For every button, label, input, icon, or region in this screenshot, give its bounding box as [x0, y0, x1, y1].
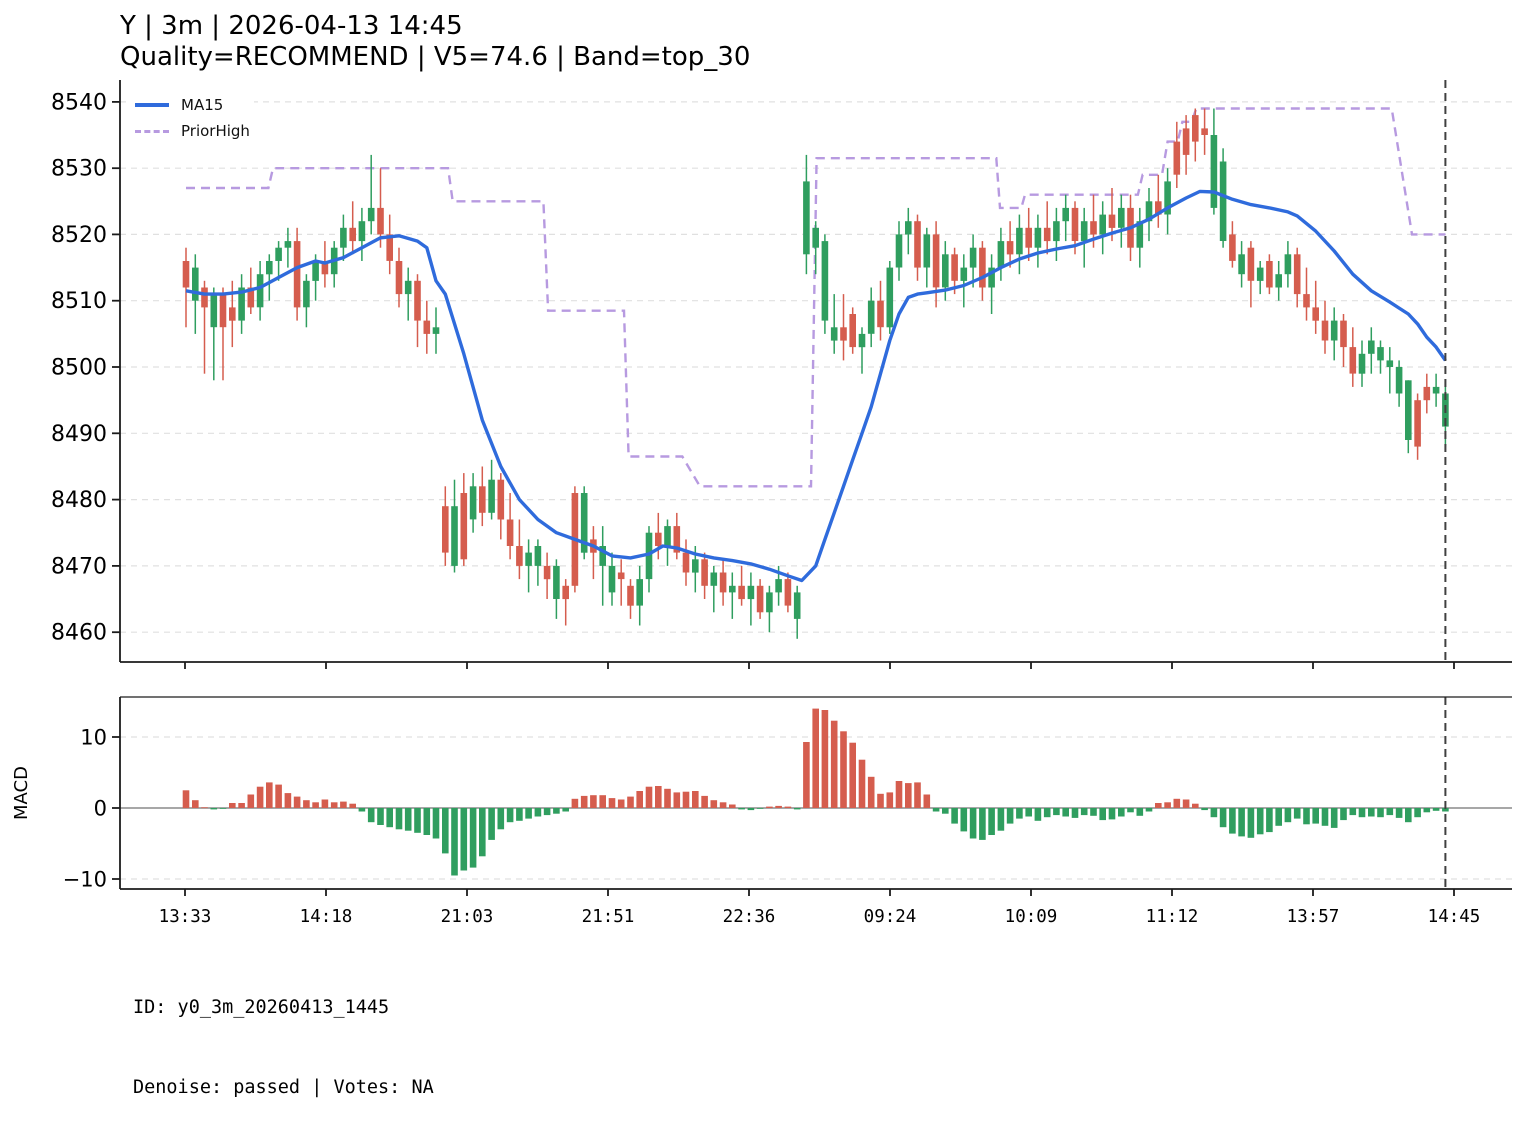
macd-bars — [182, 708, 1449, 876]
legend: MA15 PriorHigh — [131, 90, 254, 146]
svg-text:22:36: 22:36 — [723, 907, 776, 927]
footer-info-block: ID: y0_3m_20260413_1445 Denoise: passed … — [133, 941, 701, 1143]
svg-text:13:57: 13:57 — [1287, 907, 1340, 927]
svg-text:21:51: 21:51 — [582, 907, 635, 927]
svg-text:14:45: 14:45 — [1428, 907, 1481, 927]
svg-text:8490: 8490 — [51, 422, 107, 447]
svg-text:8470: 8470 — [51, 554, 107, 579]
svg-text:21:03: 21:03 — [441, 907, 494, 927]
svg-text:09:24: 09:24 — [864, 907, 917, 927]
priorhigh-line-swatch-icon — [135, 129, 169, 133]
svg-text:8460: 8460 — [51, 621, 107, 646]
legend-label-priorhigh: PriorHigh — [181, 122, 250, 140]
svg-text:0: 0 — [94, 797, 107, 821]
svg-text:13:33: 13:33 — [159, 907, 212, 927]
svg-text:−10: −10 — [63, 868, 107, 892]
macd-axis-label: MACD — [11, 766, 32, 820]
chart-title-block: Y | 3m | 2026-04-13 14:45 Quality=RECOMM… — [120, 11, 750, 73]
svg-text:11:12: 11:12 — [1146, 907, 1199, 927]
legend-item-ma15: MA15 — [135, 92, 250, 118]
footer-line-id: ID: y0_3m_20260413_1445 — [133, 996, 390, 1018]
chart-title: Y | 3m | 2026-04-13 14:45 — [120, 11, 463, 41]
legend-item-priorhigh: PriorHigh — [135, 118, 250, 144]
svg-text:8500: 8500 — [51, 356, 107, 381]
price-axes: 8540 8530 8520 8510 8500 8490 8480 8470 8460 — [51, 80, 1512, 669]
footer-line-denoise: Denoise: passed | Votes: NA — [133, 1076, 434, 1098]
svg-text:8520: 8520 — [51, 223, 107, 248]
svg-text:8510: 8510 — [51, 289, 107, 314]
svg-text:8540: 8540 — [51, 90, 107, 115]
svg-text:10: 10 — [80, 726, 107, 750]
svg-text:8480: 8480 — [51, 488, 107, 513]
legend-label-ma15: MA15 — [181, 96, 224, 114]
candles — [182, 108, 1449, 639]
svg-text:14:18: 14:18 — [300, 907, 353, 927]
svg-text:8530: 8530 — [51, 157, 107, 182]
chart-subtitle: Quality=RECOMMEND | V5=74.6 | Band=top_3… — [120, 42, 751, 72]
svg-text:10:09: 10:09 — [1005, 907, 1058, 927]
ma15-line-swatch-icon — [135, 103, 169, 107]
ma15-line — [185, 189, 1447, 583]
prior-high-line — [186, 107, 1446, 488]
macd-axes: 10 0 −10 13:33 14:18 21:03 21:51 22:36 09:24 10:0… — [11, 696, 1512, 927]
